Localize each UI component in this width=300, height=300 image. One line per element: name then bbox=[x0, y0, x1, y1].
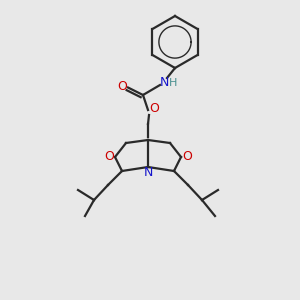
Text: O: O bbox=[182, 151, 192, 164]
Text: O: O bbox=[117, 80, 127, 92]
Text: H: H bbox=[169, 78, 177, 88]
Text: N: N bbox=[159, 76, 169, 88]
Text: O: O bbox=[149, 103, 159, 116]
Text: O: O bbox=[104, 151, 114, 164]
Text: N: N bbox=[143, 166, 153, 178]
